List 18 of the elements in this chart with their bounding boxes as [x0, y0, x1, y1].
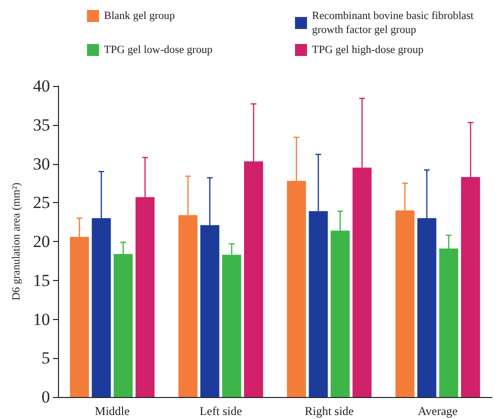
- x-tick-label: Right side: [304, 404, 354, 418]
- y-axis-title: D6 granulation area (mm²): [10, 182, 23, 300]
- x-tick-label: Middle: [94, 404, 130, 418]
- y-tick-label: 30: [33, 154, 50, 174]
- y-tick-label: 5: [42, 348, 50, 368]
- y-tick-label: 40: [33, 76, 50, 96]
- y-tick-label: 15: [33, 270, 50, 290]
- y-tick-label: 25: [33, 193, 50, 212]
- legend-label: Recombinant bovine basic fibroblast growth factor gel group: [312, 10, 476, 36]
- y-tick-label: 10: [33, 310, 50, 329]
- legend-label: Blank gel group: [104, 10, 176, 22]
- x-tick-label: Average: [418, 404, 458, 418]
- x-tick-label: Left side: [200, 404, 242, 418]
- y-tick-label: 20: [33, 232, 50, 251]
- legend-label: TPG gel high-dose group: [312, 44, 424, 56]
- legend-label: TPG gel low-dose group: [104, 44, 213, 56]
- y-tick-label: 35: [33, 115, 50, 134]
- y-tick-label: 0: [42, 388, 50, 406]
